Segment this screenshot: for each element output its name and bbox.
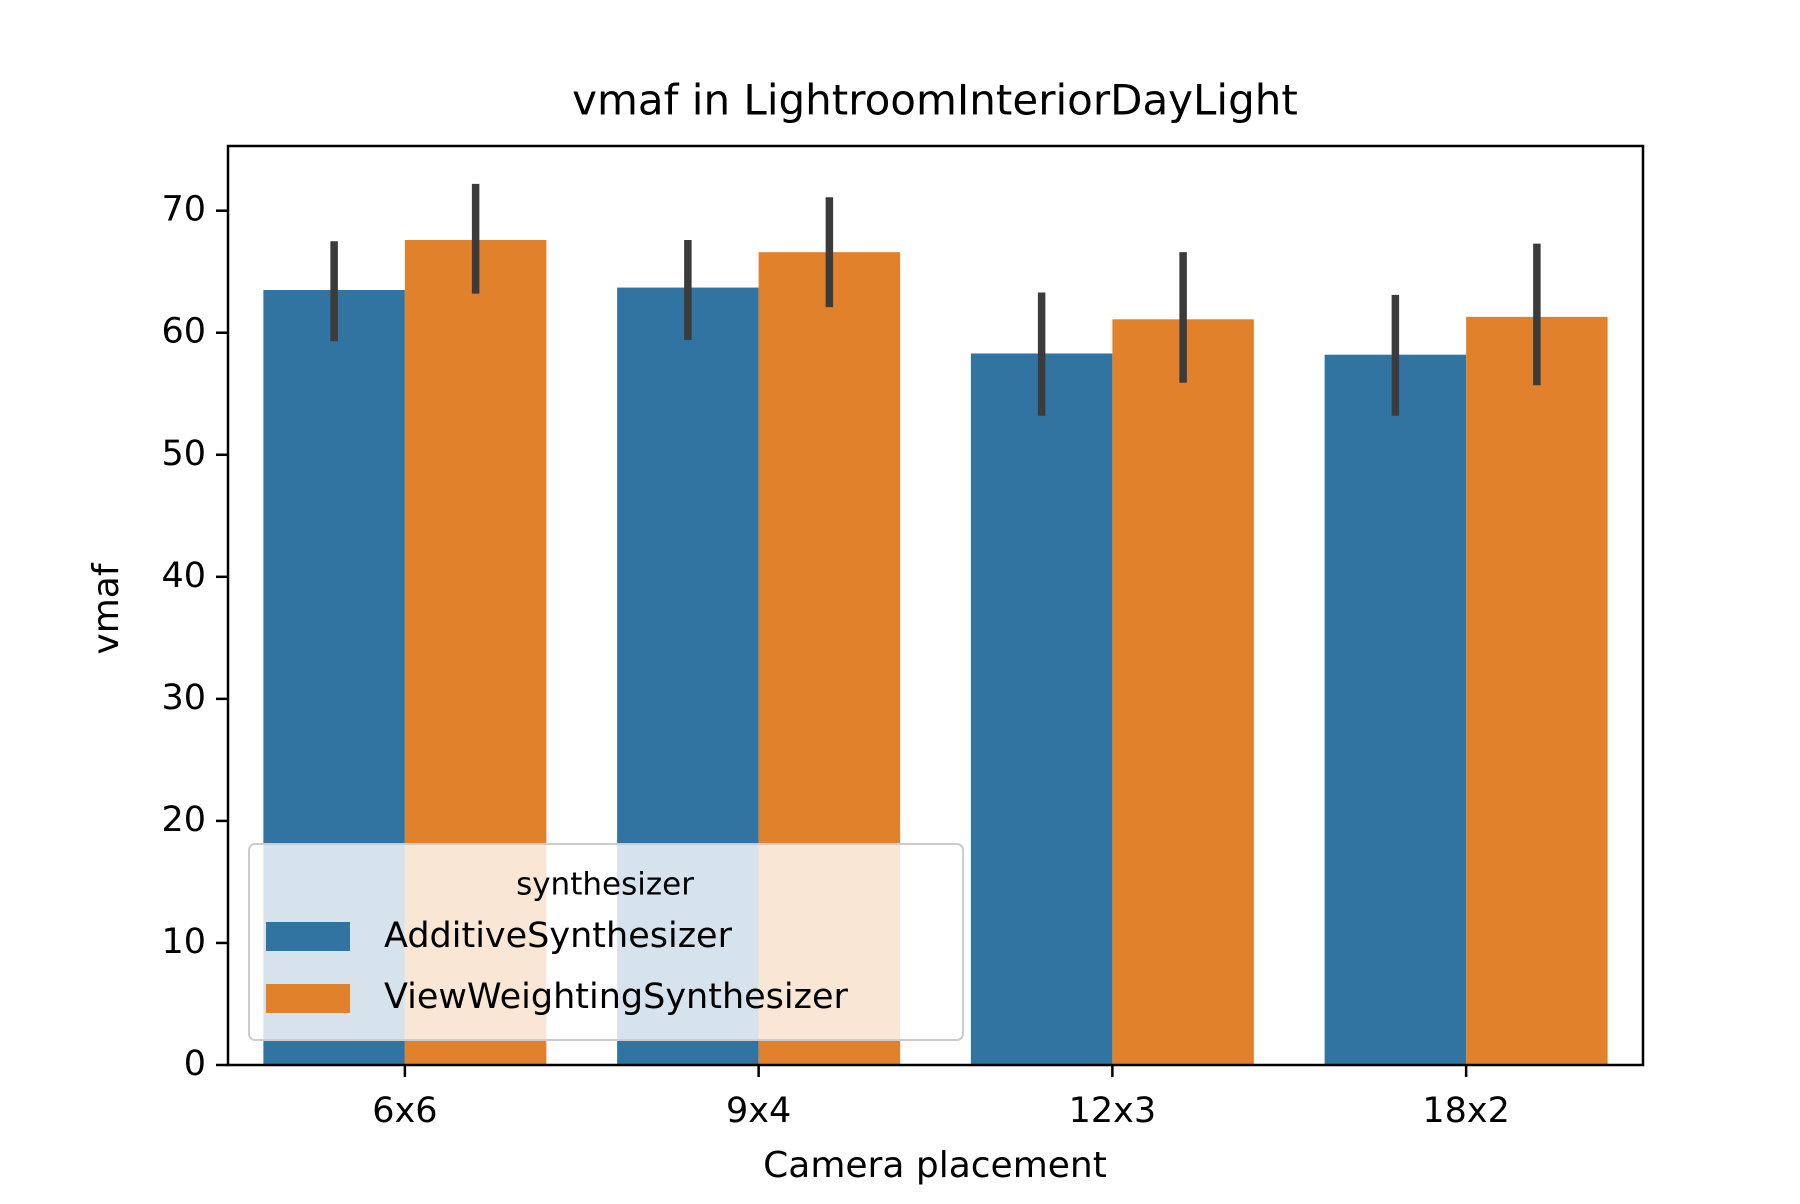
y-tick-label: 0 (184, 1044, 206, 1084)
x-axis-label: Camera placement (763, 1145, 1107, 1186)
chart-title: vmaf in LightroomInteriorDayLight (572, 76, 1298, 125)
y-tick-label: 60 (161, 312, 206, 352)
errorbars-layer (330, 183, 1541, 416)
y-tick-label: 30 (161, 678, 206, 718)
y-tick-label: 70 (161, 190, 206, 230)
x-tick-label: 18x2 (1422, 1091, 1510, 1131)
bar-additivesynthesizer-12x3 (970, 353, 1113, 1065)
y-tick-label: 20 (161, 800, 206, 840)
bars-layer (263, 239, 1608, 1066)
legend-frame (248, 843, 964, 1041)
y-tick-label: 40 (161, 556, 206, 596)
legend-label-view-weighting-synthesizer: ViewWeightingSynthesizer (384, 977, 849, 1017)
bar-viewweightingsynthesizer-18x2 (1466, 316, 1608, 1065)
x-tick-label: 9x4 (726, 1091, 791, 1131)
y-axis-label: vmaf (86, 562, 127, 654)
plot-frame (226, 144, 1645, 1067)
x-tick-label: 12x3 (1069, 1091, 1157, 1131)
legend-swatch-additive-synthesizer (266, 922, 350, 951)
x-tick-label: 6x6 (372, 1091, 437, 1131)
legend-title: synthesizer (516, 867, 694, 903)
legend: synthesizer AdditiveSynthesizer ViewWeig… (248, 843, 964, 1041)
y-tick-label: 10 (161, 922, 206, 962)
bar-additivesynthesizer-18x2 (1324, 354, 1467, 1065)
x-axis-ticks: 6x6 9x4 12x3 18x2 (372, 1065, 1510, 1131)
legend-label-additive-synthesizer: AdditiveSynthesizer (384, 916, 733, 956)
y-axis-ticks: 0 10 20 30 40 50 60 70 (161, 190, 228, 1084)
y-tick-label: 50 (161, 434, 206, 474)
bar-viewweightingsynthesizer-12x3 (1112, 319, 1254, 1066)
legend-swatch-view-weighting-synthesizer (266, 984, 350, 1013)
